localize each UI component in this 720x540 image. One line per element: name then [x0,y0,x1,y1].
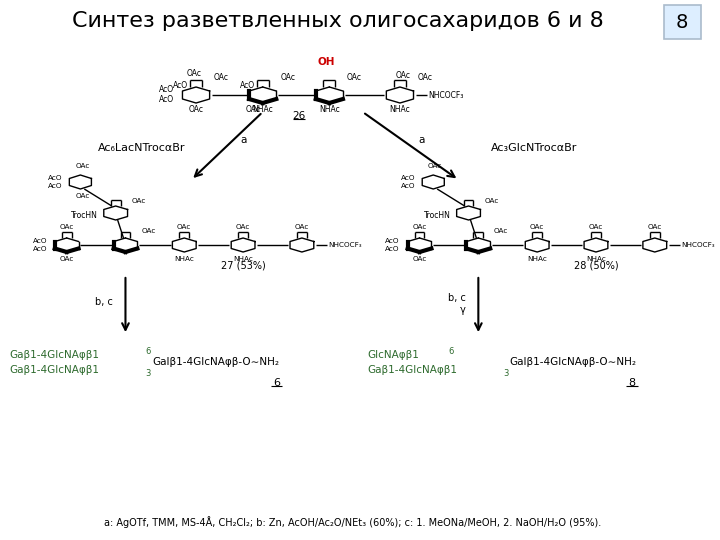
Text: OAc: OAc [485,198,498,204]
Text: OAc: OAc [413,256,427,262]
Text: NHAc: NHAc [233,256,253,262]
Text: AcO: AcO [401,175,415,181]
Polygon shape [55,238,78,252]
Text: 8: 8 [629,378,636,388]
Polygon shape [172,238,196,252]
Text: AcO: AcO [173,80,188,90]
Text: 3: 3 [503,368,508,377]
Text: 3: 3 [145,368,150,377]
Text: OAc: OAc [647,224,662,230]
Text: OAc: OAc [589,224,603,230]
Text: OAc: OAc [60,256,74,262]
FancyBboxPatch shape [664,5,701,39]
Text: OAc: OAc [236,224,251,230]
Text: OAc: OAc [418,72,433,82]
Text: OAc: OAc [246,105,261,113]
Text: NHAc: NHAc [586,256,606,262]
Text: 6: 6 [145,348,150,356]
Text: 27 (53%): 27 (53%) [221,260,266,270]
Polygon shape [69,175,91,189]
Text: a: a [418,135,425,145]
Text: AcO: AcO [32,238,47,244]
Text: 28 (50%): 28 (50%) [574,260,618,270]
Text: γ: γ [460,305,466,315]
Text: OAc: OAc [530,224,544,230]
Text: Ac₆LacNTrocαBr: Ac₆LacNTrocαBr [99,143,186,153]
Text: NHCOCF₃: NHCOCF₃ [681,242,715,248]
Text: OAc: OAc [131,198,145,204]
Text: OAc: OAc [428,163,442,169]
Text: AcO: AcO [385,238,400,244]
Text: OAc: OAc [347,72,362,82]
Text: Galβ1-4GlcNAφβ-O∼NH₂: Galβ1-4GlcNAφβ-O∼NH₂ [510,357,636,367]
Text: NHAc: NHAc [174,256,194,262]
Text: AcO: AcO [385,246,400,252]
Text: 8: 8 [676,12,688,31]
Text: AcO: AcO [159,84,174,93]
Polygon shape [643,238,667,252]
Text: AcO: AcO [159,94,174,104]
Text: Ac₃GlcNTrocαBr: Ac₃GlcNTrocαBr [491,143,577,153]
Polygon shape [467,238,490,252]
Polygon shape [182,87,210,103]
Text: OAc: OAc [189,105,204,113]
Text: NHAc: NHAc [319,105,340,113]
Text: TrocHN: TrocHN [424,211,451,219]
Text: OAc: OAc [60,224,74,230]
Text: AcO: AcO [32,246,47,252]
Text: TrocHN: TrocHN [71,211,98,219]
Polygon shape [584,238,608,252]
Text: NHCOCF₃: NHCOCF₃ [428,91,464,99]
Text: OAc: OAc [280,72,295,82]
Text: OH: OH [318,57,335,67]
Polygon shape [387,87,413,103]
Text: OAc: OAc [395,71,410,79]
Polygon shape [456,206,480,220]
Polygon shape [422,175,444,189]
Text: Galβ1-4GlcNAφβ-O∼NH₂: Galβ1-4GlcNAφβ-O∼NH₂ [152,357,279,367]
Text: OAc: OAc [75,163,89,169]
Text: OAc: OAc [413,224,427,230]
Text: Gaβ1-4GlcNAφβ1: Gaβ1-4GlcNAφβ1 [368,365,458,375]
Polygon shape [104,206,127,220]
Polygon shape [316,87,343,103]
Text: OAc: OAc [75,193,89,199]
Text: 26: 26 [292,111,305,121]
Text: a: AgOTf, TMM, MS-4Å, CH₂Cl₂; b: Zn, AcOH/Ac₂O/NEt₃ (60%); c: 1. MeONa/MeOH, 2. : a: AgOTf, TMM, MS-4Å, CH₂Cl₂; b: Zn, AcO… [104,516,601,528]
Text: AcO: AcO [48,175,63,181]
Text: OAc: OAc [294,224,309,230]
Text: AcO: AcO [401,183,415,189]
Text: b, c: b, c [95,297,113,307]
Text: 6: 6 [273,378,280,388]
Text: GlcNAφβ1: GlcNAφβ1 [368,350,420,360]
Text: Gaβ1-4GlcNAφβ1: Gaβ1-4GlcNAφβ1 [10,365,100,375]
Text: NHCOCF₃: NHCOCF₃ [328,242,362,248]
Polygon shape [249,87,276,103]
Text: OAc: OAc [177,224,192,230]
Polygon shape [290,238,314,252]
Polygon shape [526,238,549,252]
Polygon shape [408,238,431,252]
Text: OAc: OAc [141,228,156,234]
Polygon shape [231,238,255,252]
Text: a: a [240,135,246,145]
Text: OAc: OAc [494,228,508,234]
Text: Gaβ1-4GlcNAφβ1: Gaβ1-4GlcNAφβ1 [10,350,100,360]
Text: AcO: AcO [48,183,63,189]
Polygon shape [114,238,138,252]
Text: AcO: AcO [240,80,255,90]
Text: NHAc: NHAc [252,105,273,113]
Text: OAc: OAc [186,69,202,78]
Text: b, c: b, c [448,293,466,303]
Text: 6: 6 [448,348,454,356]
Text: Синтез разветвленных олигосахаридов 6 и 8: Синтез разветвленных олигосахаридов 6 и … [72,11,604,31]
Text: NHAc: NHAc [527,256,547,262]
Text: NHAc: NHAc [390,105,410,113]
Text: OAc: OAc [214,72,229,82]
